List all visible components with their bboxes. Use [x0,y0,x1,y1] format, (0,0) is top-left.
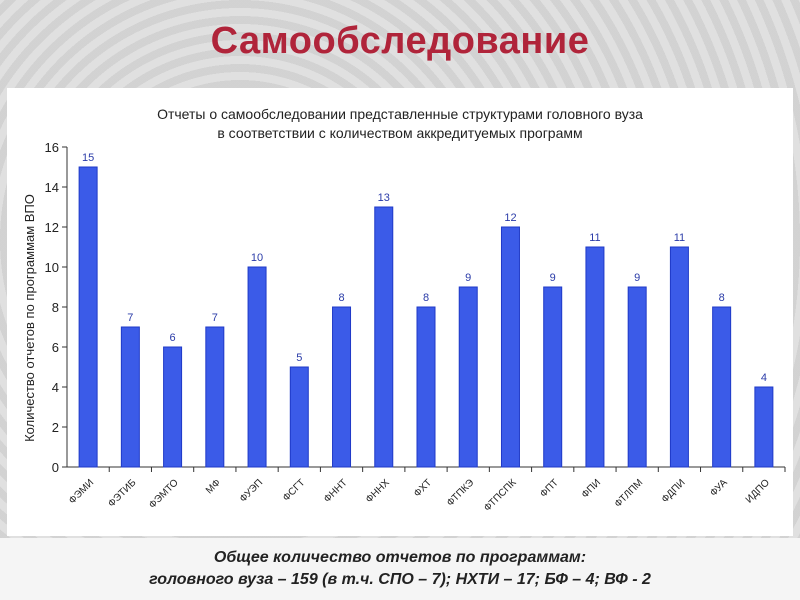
footer-line-2: головного вуза – 159 (в т.ч. СПО – 7); Н… [149,571,651,588]
chart-title-line1: Отчеты о самообследовании представленные… [157,106,643,122]
x-tick-label: ФДПИ [660,477,688,505]
bar [585,246,605,468]
chart-title-line2: в соответствии с количеством аккредитуем… [217,125,582,141]
bar-value-label: 4 [761,372,767,384]
x-tick-label: ФТПСПК [482,477,519,514]
bar [374,206,394,468]
bar [458,286,478,468]
bar [712,306,732,468]
x-tick-label: ФЭМИ [67,477,96,506]
x-tick-label: ФННТ [322,477,350,505]
x-tick-label: ФХТ [412,477,434,499]
y-tick-label: 16 [45,140,59,155]
y-tick-label: 6 [52,340,59,355]
x-tick-label: ФТПКЭ [445,477,476,508]
bar-value-label: 7 [212,312,218,324]
x-tick-label: ФЭТИБ [106,477,139,510]
bar [78,166,98,468]
bar [416,306,436,468]
bar-value-label: 8 [423,292,429,304]
x-tick-label: ФЭМТО [147,477,181,511]
y-tick-label: 8 [52,300,59,315]
x-tick-label: ФННХ [364,477,392,505]
y-tick-label: 2 [52,420,59,435]
x-tick-label: ИДПО [744,477,772,505]
bar-value-label: 11 [589,232,600,244]
slide-title: Самообследование [210,20,590,62]
bar [205,326,225,468]
y-tick-label: 4 [52,380,59,395]
bar [332,306,352,468]
bar-chart: Отчеты о самообследовании представленные… [22,106,786,514]
y-tick-label: 14 [45,180,59,195]
bar-value-label: 9 [465,272,471,284]
footer-box: Общее количество отчетов по программам: … [0,538,800,600]
x-tick-label: ФТЛПМ [613,477,646,510]
bar [543,286,563,468]
y-axis-label: Количество отчетов по программам ВПО [22,194,37,442]
bar-value-label: 15 [82,152,94,164]
bar-value-label: 7 [127,312,133,324]
bar-value-label: 5 [296,352,302,364]
x-tick-label: ФУЭП [238,477,265,504]
bar-value-label: 9 [634,272,640,284]
bar [669,246,689,468]
bar-value-label: 8 [338,292,344,304]
plot-area: 0 2 4 6 8 10 12 14 16 15 ФЭМИ 7 ФЭТИБ 6 ФЭМТО 7 МФ 10 ФУЭП… [45,140,786,514]
x-tick-label: МФ [204,477,223,496]
bar-value-label: 9 [550,272,556,284]
x-tick-label: ФУА [708,477,730,499]
y-tick-label: 10 [45,260,59,275]
bar [163,346,183,468]
x-tick-label: ФПИ [580,477,603,500]
bar-value-label: 12 [504,212,516,224]
bar [627,286,647,468]
bar [754,386,774,468]
bar [120,326,140,468]
x-tick-label: ФПТ [538,477,561,500]
footer-line-1: Общее количество отчетов по программам: [213,549,587,566]
bar-value-label: 13 [378,192,390,204]
bar [289,366,309,468]
x-tick-label: ФСГТ [281,477,307,503]
y-tick-label: 0 [52,460,59,475]
y-tick-label: 12 [45,220,59,235]
bar-value-label: 8 [719,292,725,304]
bar [247,266,267,468]
bar-value-label: 10 [251,252,263,264]
bar-value-label: 6 [170,332,176,344]
bar [500,226,520,468]
chart-panel: Отчеты о самообследовании представленные… [7,88,793,536]
bar-value-label: 11 [674,232,685,244]
